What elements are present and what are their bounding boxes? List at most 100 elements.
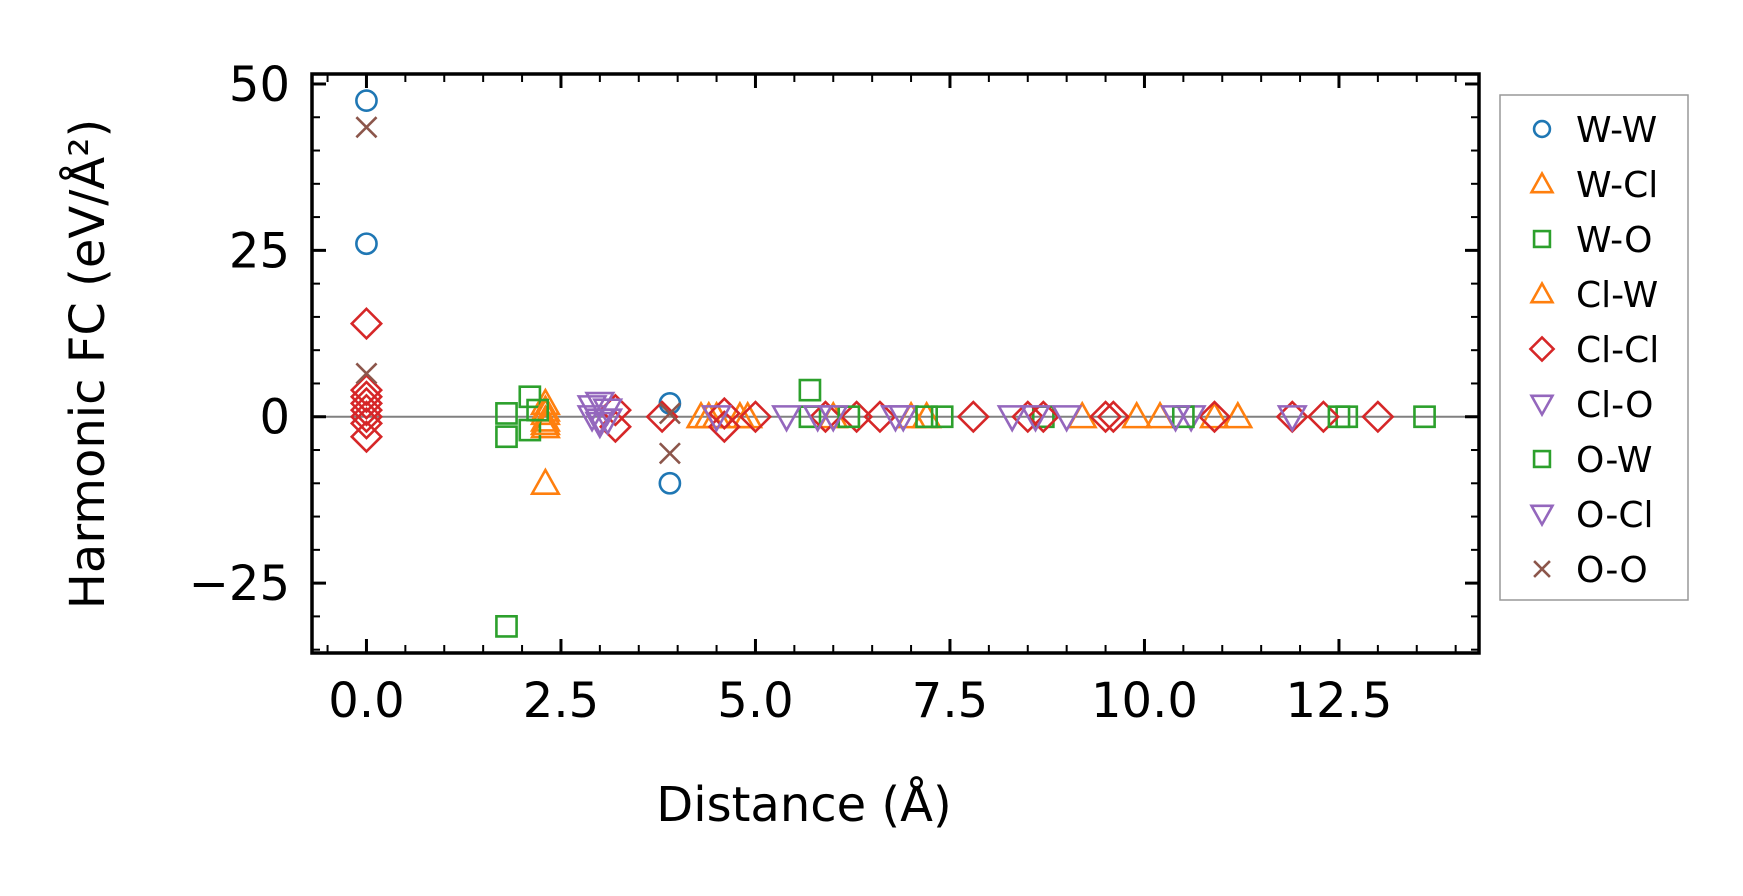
series-w-o — [495, 378, 1436, 638]
y-tick-label: 50 — [229, 57, 290, 113]
y-tick-label: −25 — [189, 556, 290, 612]
point-cl-w — [529, 407, 561, 436]
point-w-w — [355, 232, 378, 256]
point-cl-cl — [349, 380, 383, 414]
point-cl-cl — [1096, 400, 1130, 434]
point-cl-cl — [349, 400, 383, 434]
legend-marker-w-cl — [1529, 170, 1555, 194]
point-o-w — [915, 405, 938, 429]
point-w-w — [355, 89, 378, 113]
point-cl-cl — [349, 393, 383, 427]
point-cl-cl — [349, 307, 383, 341]
point-cl-cl — [349, 420, 383, 454]
point-o-w — [1327, 405, 1351, 429]
point-o-o — [658, 442, 681, 465]
point-cl-cl — [840, 400, 874, 434]
legend-marker-w-w — [1532, 119, 1552, 139]
series-o-cl — [584, 391, 1192, 437]
y-tick-label: 0 — [259, 390, 290, 446]
series-w-w — [355, 89, 682, 495]
x-tick-label: 2.5 — [523, 673, 599, 729]
legend-label-cl-cl: Cl-Cl — [1576, 330, 1659, 371]
x-tick-label: 10.0 — [1091, 673, 1198, 729]
point-cl-o — [592, 398, 624, 427]
series-o-o — [355, 116, 681, 465]
point-o-o — [355, 116, 378, 139]
legend-label-cl-o: Cl-O — [1576, 385, 1653, 426]
legend: W-W W-Cl W-O Cl-W Cl-Cl Cl-O O-W O-Cl O-O — [1499, 94, 1689, 601]
point-o-cl — [817, 405, 849, 433]
point-cl-cl — [1361, 400, 1395, 434]
data-marks — [349, 89, 1436, 638]
tick-labels: 0.0 2.5 5.0 7.5 10.0 12.5 −25 0 25 50 — [189, 57, 1393, 729]
point-o-cl — [1020, 405, 1052, 433]
point-w-cl — [529, 404, 561, 432]
x-tick-label: 7.5 — [912, 673, 988, 729]
x-tick-label: 5.0 — [717, 673, 793, 729]
point-cl-o — [996, 405, 1028, 433]
point-cl-cl — [1026, 400, 1060, 434]
point-cl-o — [1051, 405, 1083, 433]
legend-label-o-cl: O-Cl — [1576, 495, 1653, 536]
point-cl-cl — [1197, 400, 1232, 434]
point-w-o — [495, 402, 518, 425]
series-cl-cl — [349, 307, 1395, 454]
point-w-cl — [529, 467, 561, 495]
plot-frame — [310, 72, 1481, 655]
legend-label-w-o: W-O — [1576, 220, 1652, 261]
point-cl-cl — [707, 396, 741, 430]
legend-label-cl-w: Cl-W — [1576, 275, 1658, 316]
point-cl-o — [1276, 405, 1308, 433]
point-w-o — [495, 425, 518, 449]
point-o-cl — [584, 408, 616, 437]
point-cl-cl — [956, 400, 990, 434]
point-cl-w — [1121, 400, 1153, 429]
point-w-o — [798, 378, 822, 402]
legend-marker-cl-w — [1529, 280, 1555, 304]
axes — [310, 72, 1481, 655]
point-cl-o — [701, 405, 733, 433]
point-w-w — [658, 471, 682, 495]
legend-label-o-o: O-O — [1576, 550, 1648, 591]
point-w-cl — [529, 397, 561, 426]
point-cl-o — [802, 405, 834, 433]
point-w-cl — [1222, 400, 1254, 429]
point-w-o — [1413, 405, 1436, 429]
point-cl-w — [1198, 400, 1231, 429]
point-cl-cl — [707, 410, 741, 444]
legend-label-o-w: O-W — [1576, 440, 1652, 481]
x-tick-label: 12.5 — [1286, 673, 1393, 729]
point-cl-cl — [808, 400, 843, 434]
point-o-w — [837, 405, 861, 429]
point-cl-o — [584, 411, 616, 440]
point-cl-cl — [863, 400, 897, 434]
point-cl-cl — [1306, 400, 1340, 434]
point-cl-cl — [349, 373, 383, 407]
legend-label-w-w: W-W — [1576, 110, 1657, 151]
y-axis-label: Harmonic FC (eV/Å²) — [59, 119, 116, 609]
legend-marker-w-o — [1532, 229, 1552, 249]
point-cl-cl — [738, 400, 772, 434]
legend-marker-cl-cl — [1528, 335, 1556, 363]
x-axis-label: Distance (Å) — [656, 776, 951, 833]
y-tick-label: 25 — [229, 223, 290, 279]
point-o-cl — [584, 391, 616, 420]
point-cl-o — [771, 405, 803, 433]
point-w-o — [930, 405, 954, 429]
point-w-o — [495, 614, 518, 638]
legend-marker-o-o — [1533, 560, 1551, 578]
x-tick-label: 0.0 — [328, 673, 404, 729]
point-o-cl — [879, 405, 912, 433]
point-cl-cl — [1011, 400, 1045, 434]
legend-marker-cl-o — [1529, 394, 1555, 418]
point-o-w — [526, 398, 549, 422]
point-o-o — [355, 362, 378, 385]
legend-marker-o-w — [1532, 449, 1552, 469]
point-cl-cl — [349, 406, 383, 440]
point-cl-cl — [349, 386, 383, 420]
point-cl-cl — [1089, 400, 1123, 434]
point-w-o — [518, 385, 542, 409]
point-o-o — [658, 402, 681, 425]
legend-label-w-cl: W-Cl — [1576, 165, 1658, 206]
